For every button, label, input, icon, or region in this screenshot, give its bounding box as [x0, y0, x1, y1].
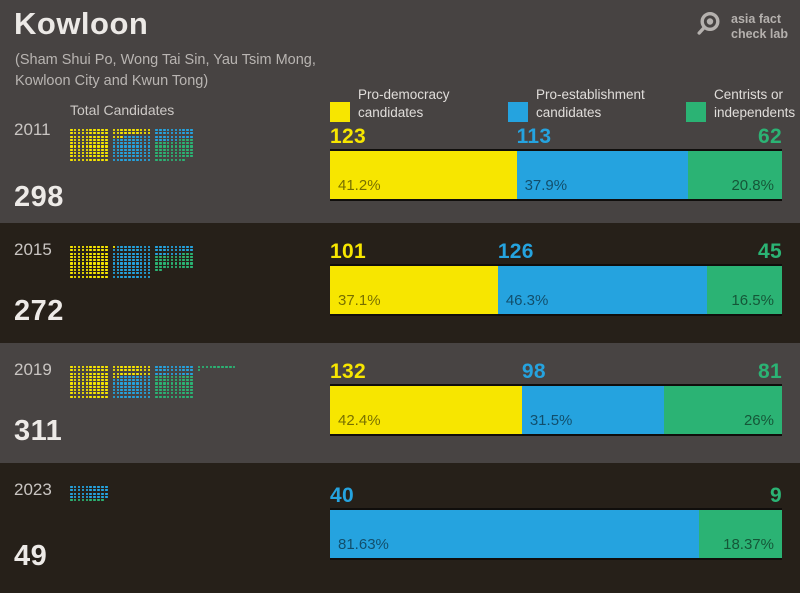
segment-pct-pro-democracy: 41.2% [338, 177, 381, 194]
waffle-block [155, 129, 193, 161]
bar: 42.4% 31.5% 26% [330, 384, 782, 436]
section-2023: 2023 49 40 9 81.63% 18.37% [0, 463, 800, 593]
segment-pct-pro-democracy: 37.1% [338, 292, 381, 309]
waffle-chart-2011 [70, 129, 193, 161]
year-label-2019: 2019 [14, 360, 52, 379]
waffle-block [112, 246, 151, 278]
waffle-block [70, 129, 108, 161]
segment-pct-centrists-independents: 20.8% [731, 177, 774, 194]
waffle-block [155, 366, 193, 398]
bar-segment-pro-establishment: 37.9% [516, 151, 688, 199]
segment-value-pro-democracy: 132 [330, 360, 366, 383]
waffle-block [70, 366, 108, 398]
bar-value-labels: 123 113 62 [330, 124, 782, 149]
legend-label: Pro-democracy candidates [358, 86, 450, 122]
section-2011: Kowloon (Sham Shui Po, Wong Tai Sin, Yau… [0, 0, 800, 223]
segment-pct-pro-establishment: 81.63% [338, 536, 389, 553]
bar-value-labels: 40 9 [330, 483, 782, 508]
bar-segment-pro-democracy: 37.1% [330, 266, 498, 314]
segment-pct-pro-democracy: 42.4% [338, 412, 381, 429]
bar-segment-pro-establishment: 81.63% [330, 510, 699, 558]
total-candidates-heading: Total Candidates [70, 102, 175, 118]
section-2019: 2019 311 132 98 81 42.4% 31.5% 26% [0, 343, 800, 463]
waffle-block [70, 246, 108, 278]
subtitle-line-2: Kowloon City and Kwun Tong) [15, 73, 209, 90]
legend-swatch-centrists [686, 101, 706, 122]
total-candidates-2023: 49 [14, 540, 48, 572]
subtitle-line-1: (Sham Shui Po, Wong Tai Sin, Yau Tsim Mo… [15, 52, 316, 68]
legend-item-pro-democracy: Pro-democracy candidates [330, 86, 450, 122]
legend-swatch-pro-establishment [508, 101, 528, 122]
segment-value-pro-democracy: 123 [330, 125, 366, 148]
legend-swatch-pro-democracy [330, 101, 350, 122]
segment-value-centrists-independents: 62 [758, 125, 782, 148]
waffle-chart-2015 [70, 246, 193, 278]
segment-value-pro-establishment: 98 [521, 360, 546, 383]
segment-pct-pro-establishment: 31.5% [529, 412, 573, 429]
segment-pct-pro-establishment: 37.9% [524, 177, 568, 194]
legend-item-pro-establishment: Pro-establishment candidates [508, 86, 645, 122]
segment-value-pro-democracy: 101 [330, 240, 366, 263]
segment-value-pro-establishment: 126 [497, 240, 534, 263]
segment-value-centrists-independents: 81 [758, 360, 782, 383]
waffle-block [155, 246, 193, 272]
asia-fact-check-lab-logo: asia fact check lab [694, 9, 788, 44]
year-label-2011: 2011 [14, 120, 51, 139]
bar: 41.2% 37.9% 20.8% [330, 149, 782, 201]
waffle-block [112, 366, 151, 398]
bar-segment-pro-democracy: 41.2% [330, 151, 517, 199]
bar-segment-centrists-independents: 16.5% [707, 266, 782, 314]
bar: 37.1% 46.3% 16.5% [330, 264, 782, 316]
legend-line: Pro-democracy [358, 87, 450, 102]
section-2015: 2015 272 101 126 45 37.1% 46.3% 16.5% [0, 223, 800, 343]
waffle-block [197, 366, 236, 372]
legend-line: candidates [358, 104, 424, 120]
page-subtitle: (Sham Shui Po, Wong Tai Sin, Yau Tsim Mo… [15, 50, 316, 92]
segment-pct-centrists-independents: 26% [743, 412, 774, 429]
segment-value-pro-establishment: 113 [516, 125, 552, 148]
stacked-bar-2011: 123 113 62 41.2% 37.9% 20.8% [330, 124, 782, 201]
year-label-2023: 2023 [14, 480, 52, 499]
legend-item-centrists: Centrists or independents [686, 86, 795, 122]
logo-text-line-1: asia fact [731, 12, 782, 27]
bar-segment-centrists-independents: 18.37% [698, 510, 782, 558]
stacked-bar-2023: 40 9 81.63% 18.37% [330, 483, 782, 560]
year-label-2015: 2015 [14, 240, 52, 259]
stacked-bar-2015: 101 126 45 37.1% 46.3% 16.5% [330, 239, 782, 316]
total-candidates-2015: 272 [14, 295, 64, 327]
legend-line: independents [714, 104, 796, 120]
segment-value-centrists-independents: 45 [758, 240, 782, 263]
legend-label: Pro-establishment candidates [536, 86, 645, 122]
legend-line: Pro-establishment [536, 87, 645, 102]
total-candidates-2019: 311 [14, 415, 63, 447]
legend-label: Centrists or independents [714, 86, 795, 122]
segment-pct-centrists-independents: 16.5% [731, 292, 774, 309]
total-candidates-2011: 298 [14, 181, 64, 213]
logo-text-line-2: check lab [731, 26, 788, 41]
page-title: Kowloon [14, 6, 149, 41]
logo-text: asia fact check lab [731, 12, 788, 41]
bar: 81.63% 18.37% [330, 508, 782, 560]
legend-line: Centrists or [714, 87, 784, 102]
stacked-bar-2019: 132 98 81 42.4% 31.5% 26% [330, 359, 782, 436]
waffle-chart-2019 [70, 366, 236, 398]
legend-line: candidates [536, 104, 602, 120]
magnifier-icon [694, 9, 724, 44]
segment-pct-pro-establishment: 46.3% [505, 292, 549, 309]
segment-value-pro-establishment: 40 [330, 484, 354, 507]
segment-value-centrists-independents: 9 [770, 484, 782, 507]
bar-value-labels: 101 126 45 [330, 239, 782, 264]
bar-value-labels: 132 98 81 [330, 359, 782, 384]
bar-segment-centrists-independents: 20.8% [687, 151, 782, 199]
waffle-chart-2023 [70, 486, 108, 502]
bar-segment-pro-establishment: 46.3% [497, 266, 708, 314]
bar-segment-pro-democracy: 42.4% [330, 386, 522, 434]
waffle-block [70, 486, 108, 502]
waffle-block [112, 129, 151, 161]
bar-segment-pro-establishment: 31.5% [521, 386, 665, 434]
bar-segment-centrists-independents: 26% [664, 386, 782, 434]
segment-pct-centrists-independents: 18.37% [723, 536, 774, 553]
